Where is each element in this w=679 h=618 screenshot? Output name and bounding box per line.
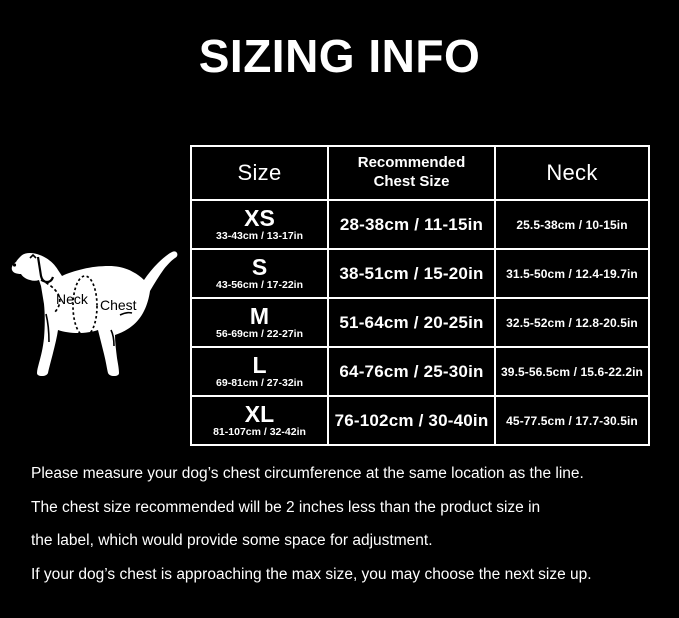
cell-neck: 31.5-50cm / 12.4-19.7in: [496, 250, 648, 297]
size-letter: S: [251, 254, 268, 281]
header-cell-neck: Neck: [496, 147, 648, 199]
chest-measure-line: [72, 275, 98, 337]
cell-chest: 76-102cm / 30-40in: [329, 397, 494, 444]
cell-neck: 39.5-56.5cm / 15.6-22.2in: [496, 348, 648, 395]
dog-eye: [29, 253, 37, 259]
neck-label: Neck: [56, 291, 89, 307]
dog-silhouette: [11, 251, 178, 376]
note-line: the label, which would provide some spac…: [31, 532, 433, 549]
dog-front-crease: [45, 313, 50, 343]
cell-chest: 51-64cm / 20-25in: [329, 299, 494, 346]
cell-chest: 64-76cm / 25-30in: [329, 348, 494, 395]
note-line: Please measure your dog’s chest circumfe…: [31, 465, 584, 482]
cell-neck: 25.5-38cm / 10-15in: [496, 201, 648, 248]
size-sub: 43-56cm / 17-22in: [216, 279, 303, 292]
header-cell-chest: Recommended Chest Size: [329, 147, 494, 199]
dog-illustration: Neck Chest: [11, 251, 178, 376]
cell-neck: 32.5-52cm / 12.8-20.5in: [496, 299, 648, 346]
header-chest-line1: Recommended: [357, 154, 466, 172]
size-letter: L: [252, 352, 267, 379]
header-cell-size: Size: [192, 147, 327, 199]
size-letter: XL: [244, 401, 275, 428]
size-sub: 69-81cm / 27-32in: [216, 377, 303, 390]
page-title: SIZING INFO: [198, 30, 481, 82]
header-chest-line2: Chest Size: [373, 173, 450, 190]
neck-measure-line: [40, 279, 61, 314]
size-sub: 33-43cm / 13-17in: [216, 230, 303, 243]
note-line: If your dog’s chest is approaching the m…: [31, 565, 592, 583]
chest-label: Chest: [100, 297, 137, 313]
cell-size: L 69-81cm / 27-32in: [192, 348, 327, 395]
sizing-table: Size Recommended Chest Size Neck XS 33-4…: [190, 145, 650, 446]
table-row: L 69-81cm / 27-32in 64-76cm / 25-30in 39…: [192, 348, 648, 395]
cell-chest: 28-38cm / 11-15in: [329, 201, 494, 248]
cell-chest: 38-51cm / 15-20in: [329, 250, 494, 297]
size-letter: M: [249, 303, 270, 330]
cell-neck: 45-77.5cm / 17.7-30.5in: [496, 397, 648, 444]
table-row: M 56-69cm / 22-27in 51-64cm / 20-25in 32…: [192, 299, 648, 346]
table-row: XS 33-43cm / 13-17in 28-38cm / 11-15in 2…: [192, 201, 648, 248]
cell-size: S 43-56cm / 17-22in: [192, 250, 327, 297]
table-row: S 43-56cm / 17-22in 38-51cm / 15-20in 31…: [192, 250, 648, 297]
dog-nose: [12, 263, 17, 267]
cell-size: XS 33-43cm / 13-17in: [192, 201, 327, 248]
cell-size: M 56-69cm / 22-27in: [192, 299, 327, 346]
dog-haunch-line: [119, 311, 133, 316]
notes-block: Please measure your dog’s chest circumfe…: [31, 466, 651, 600]
table-row: XL 81-107cm / 32-42in 76-102cm / 30-40in…: [192, 397, 648, 444]
size-letter: XS: [244, 205, 275, 232]
dog-hind-crease: [110, 329, 115, 347]
cell-size: XL 81-107cm / 32-42in: [192, 397, 327, 444]
size-sub: 81-107cm / 32-42in: [213, 426, 306, 439]
note-line: The chest size recommended will be 2 inc…: [31, 498, 541, 516]
size-sub: 56-69cm / 22-27in: [216, 328, 303, 341]
table-header-row: Size Recommended Chest Size Neck: [192, 147, 648, 199]
